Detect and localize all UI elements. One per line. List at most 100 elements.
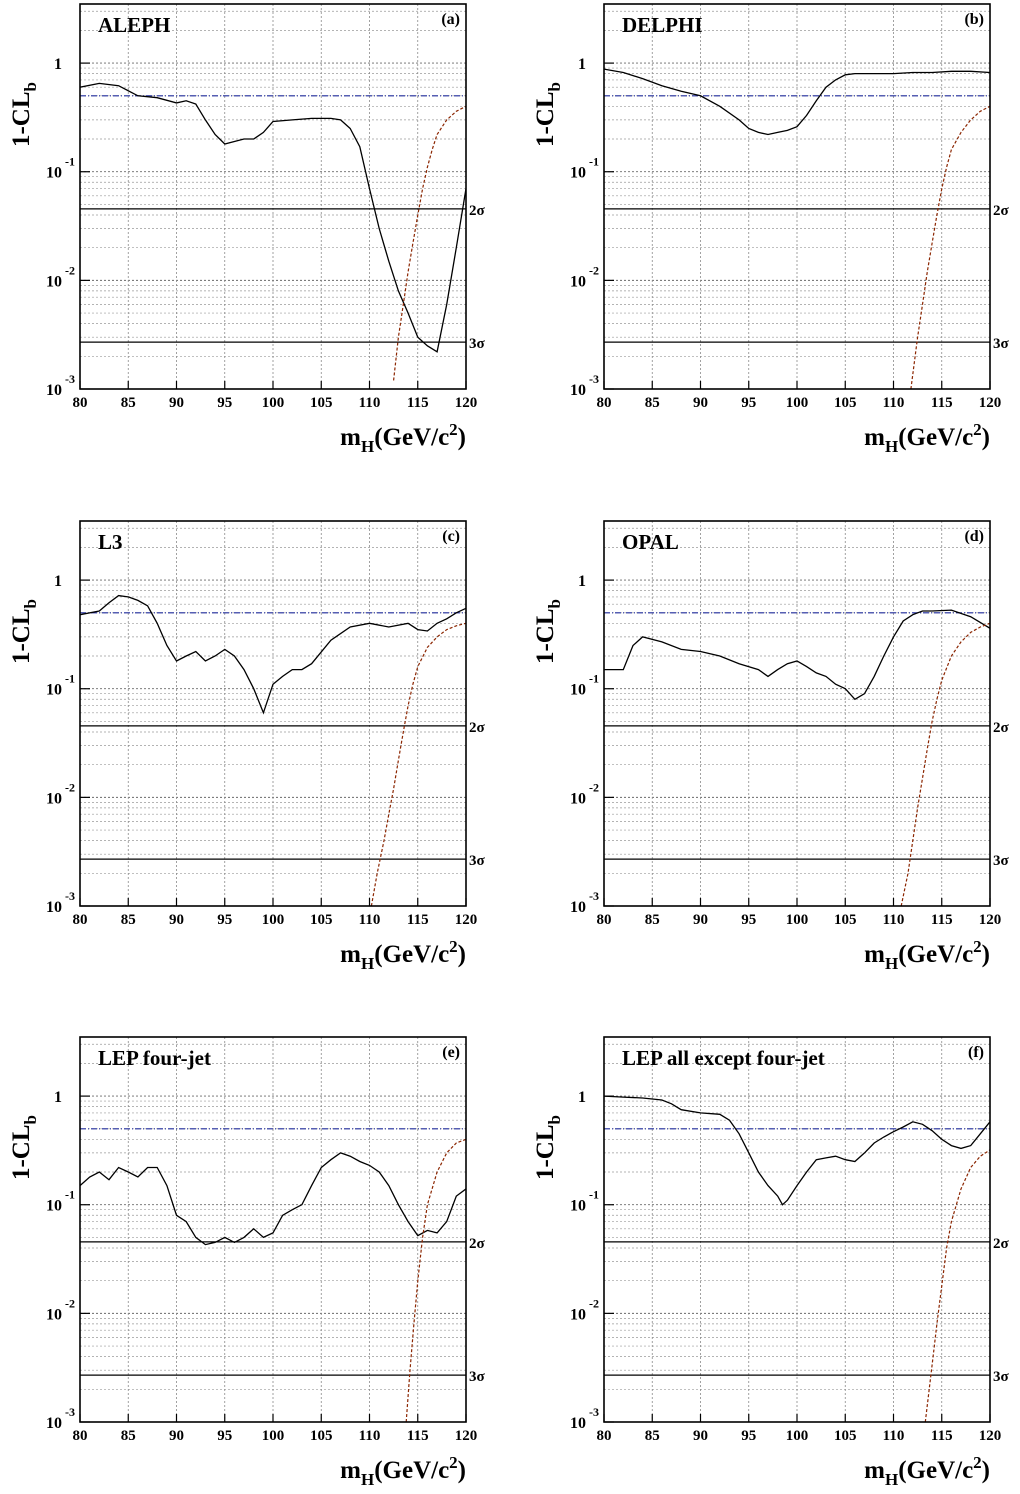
x-tick-label: 110 [359, 1428, 381, 1444]
x-tick-label: 120 [979, 395, 1002, 411]
y-tick-label-exponent: -2 [65, 780, 75, 794]
sigma-label-2: 2σ [993, 1236, 1010, 1252]
y-tick-label-exponent: -3 [589, 889, 599, 903]
x-axis-label-main: m [340, 941, 361, 968]
x-tick-label: 120 [979, 1428, 1002, 1444]
x-tick-label: 105 [834, 1428, 857, 1444]
x-tick-label: 105 [310, 395, 333, 411]
sigma-label-2: 2σ [469, 1236, 486, 1252]
y-axis-label-main: 1-CL [532, 91, 559, 147]
sigma-label-3: 3σ [469, 853, 486, 869]
x-tick-label: 95 [741, 395, 756, 411]
x-tick-label: 115 [407, 912, 429, 928]
y-axis-label: 1-CLb [532, 82, 564, 147]
y-axis-label-main: 1-CL [532, 608, 559, 664]
panel-label: (c) [442, 528, 460, 545]
panel-label: (f) [968, 1044, 984, 1061]
x-tick-label: 85 [121, 912, 136, 928]
y-tick-label-exponent: -3 [65, 889, 75, 903]
y-tick-label: 10 [46, 1306, 62, 1323]
x-tick-label: 120 [979, 912, 1002, 928]
y-tick-label-exponent: -2 [65, 1296, 75, 1310]
x-axis-label-main: m [864, 1457, 885, 1484]
x-tick-label: 80 [597, 395, 612, 411]
sigma-label-2: 2σ [993, 203, 1010, 219]
sigma-label-2: 2σ [469, 720, 486, 736]
observed-curve [80, 82, 466, 353]
x-tick-label: 120 [455, 912, 478, 928]
x-axis-label-superscript: 2 [449, 937, 458, 956]
expected-signal-curve [405, 1138, 466, 1422]
x-tick-label: 85 [645, 912, 660, 928]
y-tick-label: 1 [578, 56, 586, 73]
panel-title: LEP all except four-jet [622, 1046, 825, 1070]
y-tick-label: 10 [46, 382, 62, 399]
y-tick-label: 10 [46, 273, 62, 290]
x-tick-label: 110 [883, 1428, 905, 1444]
y-tick-label: 10 [46, 165, 62, 182]
y-axis-label: 1-CLb [532, 599, 564, 664]
y-tick-label: 1 [578, 1089, 586, 1106]
panel-title: OPAL [622, 530, 679, 554]
observed-curve [604, 1095, 990, 1206]
x-axis-label: mH(GeV/c2) [340, 1453, 466, 1489]
x-axis-label: mH(GeV/c2) [340, 937, 466, 973]
x-axis-label-units: (GeV/c [374, 1457, 449, 1484]
x-tick-label: 85 [121, 1428, 136, 1444]
x-tick-label: 115 [931, 1428, 953, 1444]
x-axis-label-units: (GeV/c [374, 941, 449, 968]
x-tick-label: 115 [407, 1428, 429, 1444]
y-tick-label: 10 [570, 1415, 586, 1432]
sigma-label-3: 3σ [993, 853, 1010, 869]
y-tick-label-exponent: -1 [65, 155, 75, 169]
expected-signal-curve [393, 105, 466, 381]
y-tick-label: 10 [46, 899, 62, 916]
panel-title: DELPHI [622, 13, 703, 37]
x-tick-label: 95 [217, 1428, 232, 1444]
x-axis-label-main: m [864, 941, 885, 968]
x-axis-label-superscript: 2 [449, 1453, 458, 1472]
x-tick-label: 80 [73, 1428, 88, 1444]
x-axis-label-main: m [864, 424, 885, 451]
x-tick-label: 110 [883, 912, 905, 928]
x-tick-label: 90 [169, 395, 184, 411]
x-tick-label: 110 [359, 395, 381, 411]
y-axis-label: 1-CLb [8, 1115, 40, 1180]
expected-signal-curve [370, 622, 466, 906]
sigma-label-2: 2σ [993, 720, 1010, 736]
x-tick-label: 105 [310, 912, 333, 928]
x-tick-label: 90 [169, 912, 184, 928]
y-tick-label: 10 [570, 273, 586, 290]
y-axis-label-subscript: b [21, 1115, 40, 1124]
y-axis-label-main: 1-CL [532, 1124, 559, 1180]
x-tick-label: 100 [262, 912, 285, 928]
x-tick-label: 110 [359, 912, 381, 928]
x-tick-label: 85 [645, 395, 660, 411]
x-axis-label-units: (GeV/c [898, 941, 973, 968]
x-tick-label: 105 [310, 1428, 333, 1444]
y-axis-label: 1-CLb [8, 599, 40, 664]
y-tick-label-exponent: -3 [65, 372, 75, 386]
panel-title: L3 [98, 530, 123, 554]
sigma-label-3: 3σ [993, 1369, 1010, 1385]
x-axis-label-subscript: H [361, 1470, 374, 1489]
panel-label: (b) [964, 11, 984, 28]
expected-signal-curve [910, 105, 990, 389]
x-tick-label: 80 [73, 395, 88, 411]
x-axis-label-units: (GeV/c [898, 424, 973, 451]
y-tick-label: 10 [570, 382, 586, 399]
y-tick-label: 10 [46, 1198, 62, 1215]
y-tick-label: 10 [46, 682, 62, 699]
y-tick-label-exponent: -2 [65, 263, 75, 277]
sigma-label-3: 3σ [469, 1369, 486, 1385]
y-tick-label: 10 [570, 899, 586, 916]
x-tick-label: 110 [883, 395, 905, 411]
x-tick-label: 90 [169, 1428, 184, 1444]
expected-signal-curve [924, 1149, 990, 1422]
y-tick-label-exponent: -3 [589, 1405, 599, 1419]
x-tick-label: 95 [741, 912, 756, 928]
